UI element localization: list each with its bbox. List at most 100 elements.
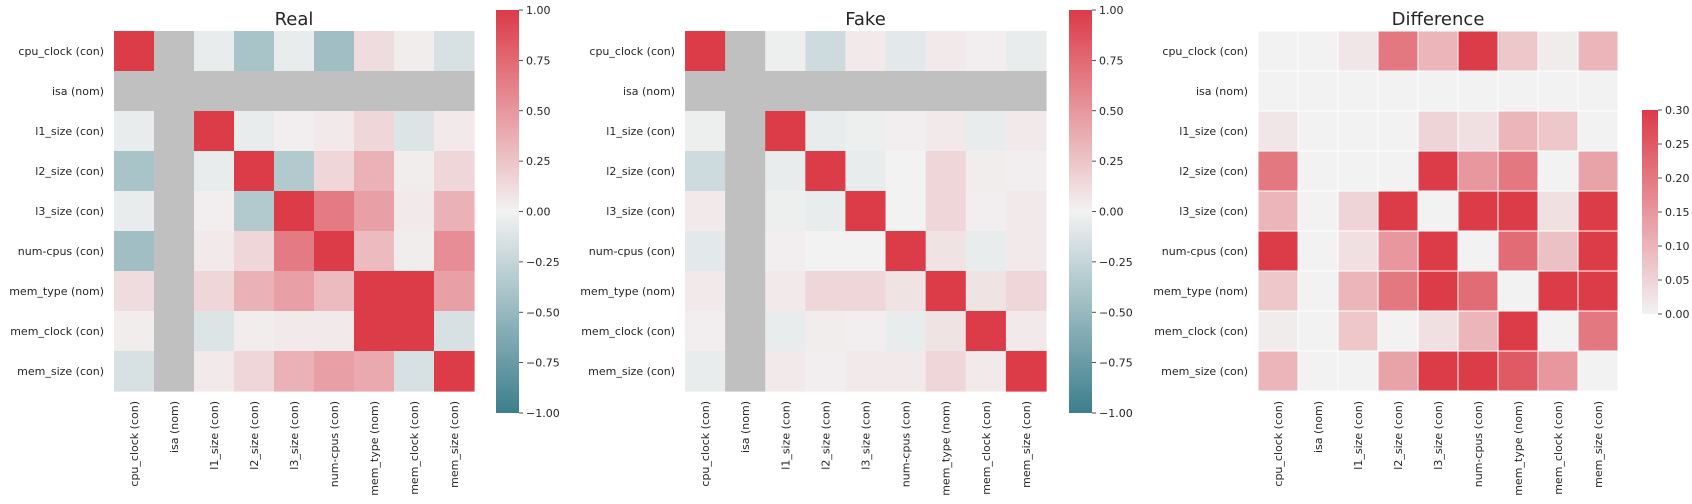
heatmap-cell (1297, 70, 1339, 112)
heatmap-cell (1497, 270, 1539, 312)
y-tick-label: mem_type (nom) (1153, 285, 1248, 298)
heatmap-cell (885, 71, 927, 112)
heatmap-cell (925, 351, 967, 392)
heatmap-cell (1577, 270, 1619, 312)
heatmap-cell (1537, 230, 1579, 272)
heatmap-cell (805, 71, 847, 112)
x-tick-label: num-cpus (con) (900, 401, 913, 487)
heatmap-cell (685, 111, 726, 152)
heatmap-cell (885, 271, 927, 312)
heatmap-cell (154, 71, 195, 112)
heatmap-cell (1577, 350, 1619, 392)
heatmap-cell (194, 151, 235, 192)
heatmap-cell (965, 31, 1007, 72)
heatmap-panel-2: Fake cpu_clock (con) isa (nom) l1_size (con… (580, 4, 1133, 496)
heatmap-cell (274, 191, 315, 232)
heatmap-cell (394, 191, 435, 232)
heatmap-cell (1457, 270, 1499, 312)
heatmap-cell (314, 151, 355, 192)
heatmap-cell (1377, 150, 1419, 192)
colorbar (1069, 10, 1092, 413)
heatmap-cell (1377, 110, 1419, 152)
heatmap-cell (1337, 150, 1379, 192)
heatmap-cell (765, 191, 806, 232)
y-tick-label: mem_type (nom) (580, 285, 675, 298)
heatmap-cell (114, 71, 155, 112)
colorbar (496, 10, 519, 413)
heatmap-cell (1257, 190, 1299, 232)
y-tick-label: cpu_clock (con) (1162, 45, 1248, 58)
heatmap-cell (845, 311, 887, 352)
y-tick-label: num-cpus (con) (1162, 245, 1248, 258)
heatmap-cell (154, 151, 195, 192)
x-tick-label: mem_size (con) (1020, 401, 1033, 488)
heatmap-cell (725, 191, 766, 232)
heatmap-cell (1497, 230, 1539, 272)
y-tick-label: mem_size (con) (588, 365, 675, 378)
heatmap-cell (1377, 30, 1419, 72)
y-tick-label: mem_clock (con) (1154, 325, 1248, 338)
heatmap-cell (1257, 310, 1299, 352)
heatmap-cell (925, 191, 967, 232)
x-tick-label: l1_size (con) (1352, 401, 1365, 470)
heatmap-cell (1337, 70, 1379, 112)
colorbar (1642, 110, 1658, 314)
x-tick-label: mem_clock (con) (1552, 401, 1565, 495)
heatmap-cell (1497, 310, 1539, 352)
heatmap-cell (1457, 310, 1499, 352)
heatmap-cell (314, 111, 355, 152)
y-tick-label: num-cpus (con) (589, 245, 675, 258)
heatmap-cell (1537, 310, 1579, 352)
heatmap-cell (194, 31, 235, 72)
heatmap-cell (1005, 191, 1047, 232)
heatmap-cell (965, 191, 1007, 232)
heatmap-cell (1577, 70, 1619, 112)
heatmap-cell (434, 31, 475, 72)
heatmap-cell (1337, 190, 1379, 232)
heatmap-cell (1297, 270, 1339, 312)
heatmap-cell (925, 271, 967, 312)
heatmap-cell (805, 151, 847, 192)
heatmap-cell (1257, 70, 1299, 112)
heatmap-cell (1297, 30, 1339, 72)
colorbar-tick-label: 0.25 (526, 155, 551, 168)
colorbar-tick-label: 0.20 (1665, 172, 1690, 185)
heatmap-cell (1577, 150, 1619, 192)
heatmap-cell (805, 231, 847, 272)
x-tick-label: cpu_clock (con) (128, 401, 141, 487)
heatmap-cell (354, 271, 395, 312)
heatmap-cell (1417, 230, 1459, 272)
y-tick-label: l1_size (con) (606, 125, 675, 138)
panel-title: Real (275, 9, 314, 30)
heatmap-cell (845, 271, 887, 312)
colorbar-tick-label: −0.50 (1099, 306, 1133, 319)
heatmap-cell (1497, 150, 1539, 192)
heatmap-cell (274, 311, 315, 352)
heatmap-cell (1257, 30, 1299, 72)
heatmap-cell (1497, 190, 1539, 232)
heatmap-cell (1257, 110, 1299, 152)
x-tick-label: num-cpus (con) (328, 401, 341, 487)
colorbar-tick-label: −0.75 (1099, 357, 1133, 370)
heatmap-cell (274, 31, 315, 72)
y-tick-label: l2_size (con) (1179, 165, 1248, 178)
heatmap-cell (725, 31, 766, 72)
heatmap-cell (1537, 30, 1579, 72)
heatmap-cell (114, 271, 155, 312)
heatmap-cell (194, 351, 235, 392)
y-tick-label: l2_size (con) (606, 165, 675, 178)
colorbar-tick-label: 0.75 (1099, 54, 1124, 67)
heatmap-cell (234, 191, 275, 232)
heatmap-cell (234, 31, 275, 72)
y-tick-label: cpu_clock (con) (18, 45, 104, 58)
x-tick-label: l2_size (con) (248, 401, 261, 470)
heatmap-cell (394, 71, 435, 112)
heatmap-cell (965, 271, 1007, 312)
x-tick-label: mem_type (nom) (1512, 401, 1525, 496)
heatmap-cell (1497, 30, 1539, 72)
x-tick-label: l1_size (con) (208, 401, 221, 470)
x-tick-label: num-cpus (con) (1472, 401, 1485, 487)
heatmap-cell (1337, 310, 1379, 352)
heatmap-cell (354, 351, 395, 392)
heatmap-cell (274, 351, 315, 392)
